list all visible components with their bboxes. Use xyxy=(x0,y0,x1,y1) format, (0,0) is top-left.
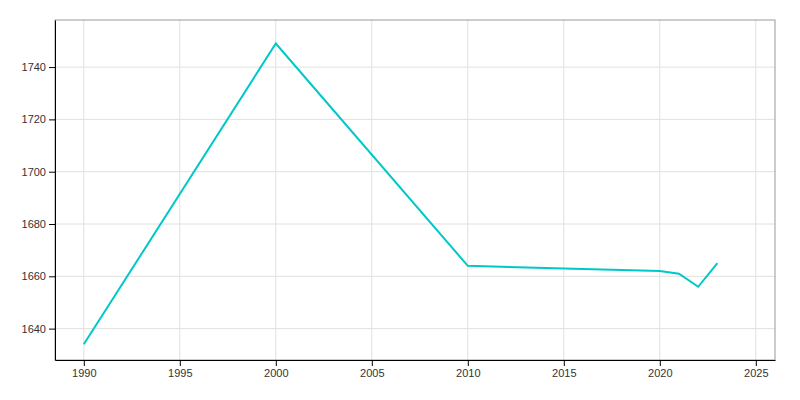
grid-line xyxy=(563,20,564,360)
axis-line xyxy=(55,21,56,361)
tick: 1640 xyxy=(22,323,55,335)
line xyxy=(84,44,718,345)
tick-label: 1740 xyxy=(22,61,46,73)
grid-line xyxy=(659,20,660,360)
grid-line xyxy=(55,328,775,329)
tick: 2000 xyxy=(264,360,288,379)
tick-label: 1995 xyxy=(168,367,192,379)
tick-label: 2020 xyxy=(648,367,672,379)
plot-frame xyxy=(55,20,775,360)
tick: 1995 xyxy=(168,360,192,379)
grid-line xyxy=(371,20,372,360)
tick: 1720 xyxy=(22,113,55,125)
tick-label: 2015 xyxy=(552,367,576,379)
tick-mark xyxy=(84,360,85,366)
tick-mark xyxy=(756,360,757,366)
tick-label: 1700 xyxy=(22,166,46,178)
tick-label: 2010 xyxy=(456,367,480,379)
grid-line xyxy=(755,20,756,360)
grid-line xyxy=(55,67,775,68)
tick-mark xyxy=(49,172,55,173)
tick: 1740 xyxy=(22,61,55,73)
tick-mark xyxy=(49,276,55,277)
grid-line xyxy=(55,224,775,225)
tick-mark xyxy=(564,360,565,366)
tick-mark xyxy=(660,360,661,366)
grid-line xyxy=(179,20,180,360)
tick-mark xyxy=(276,360,277,366)
grid-line xyxy=(275,20,276,360)
tick-label: 2005 xyxy=(360,367,384,379)
tick-mark xyxy=(49,67,55,68)
tick-label: 1660 xyxy=(22,270,46,282)
grid-line xyxy=(467,20,468,360)
grid-line xyxy=(55,276,775,277)
grid xyxy=(55,20,775,360)
tick: 2010 xyxy=(456,360,480,379)
chart: 1990 1995 2000 2005 2010 2015 2020 2025 1640 1660… xyxy=(0,0,800,400)
tick-label: 1990 xyxy=(72,367,96,379)
tick-label: 2025 xyxy=(744,367,768,379)
tick-mark xyxy=(372,360,373,366)
tick: 1660 xyxy=(22,270,55,282)
grid-line xyxy=(55,171,775,172)
tick-mark xyxy=(180,360,181,366)
tick: 2005 xyxy=(360,360,384,379)
tick-label: 1720 xyxy=(22,113,46,125)
grid-line xyxy=(55,119,775,120)
tick: 1990 xyxy=(72,360,96,379)
tick: 2015 xyxy=(552,360,576,379)
tick-label: 1640 xyxy=(22,323,46,335)
x-axis: 1990 1995 2000 2005 2010 2015 2020 2025 xyxy=(56,360,776,379)
tick-label: 1680 xyxy=(22,218,46,230)
y-axis: 1640 1660 1680 1700 1720 1740 xyxy=(22,21,56,361)
grid-line xyxy=(83,20,84,360)
tick-label: 2000 xyxy=(264,367,288,379)
axis-line xyxy=(56,360,776,361)
tick: 1680 xyxy=(22,218,55,230)
tick: 2020 xyxy=(648,360,672,379)
tick-mark xyxy=(49,329,55,330)
tick: 2025 xyxy=(744,360,768,379)
tick-mark xyxy=(49,119,55,120)
tick: 1700 xyxy=(22,166,55,178)
plot-area: 1990 1995 2000 2005 2010 2015 2020 2025 1640 1660… xyxy=(22,20,776,379)
marks xyxy=(84,44,718,345)
tick-mark xyxy=(49,224,55,225)
tick-mark xyxy=(468,360,469,366)
